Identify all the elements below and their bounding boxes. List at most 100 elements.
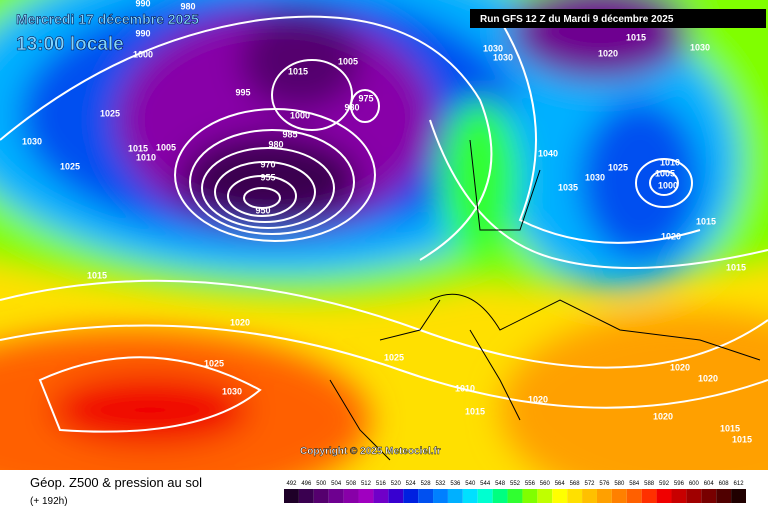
legend-label: 516 [376, 481, 387, 487]
legend-label: 500 [316, 481, 327, 487]
isobar-label: 1010 [455, 383, 475, 393]
isobar-label: 1025 [384, 352, 404, 362]
forecast-time: 13:00 locale [16, 34, 124, 55]
isobar-label: 990 [135, 28, 150, 38]
legend-label: 504 [331, 481, 342, 487]
isobar-label: 985 [282, 129, 297, 139]
isobar-label: 1020 [661, 231, 681, 241]
isobar-label: 1005 [338, 56, 358, 66]
isobar-label: 1035 [558, 182, 578, 192]
isobar-label: 1025 [100, 108, 120, 118]
isobar-label: 1005 [156, 142, 176, 152]
legend-swatch [313, 489, 329, 503]
legend-label: 600 [689, 481, 700, 487]
legend-label: 604 [704, 481, 715, 487]
isobars [0, 15, 768, 433]
legend-label: 540 [465, 481, 476, 487]
coastline [329, 139, 761, 461]
legend-swatch [582, 489, 597, 503]
legend-label: 508 [346, 481, 357, 487]
legend-label: 512 [361, 481, 372, 487]
legend-swatch [433, 489, 448, 503]
isobar-label: 1015 [87, 270, 107, 280]
legend-label: 532 [435, 481, 446, 487]
isobar-label: 1030 [585, 172, 605, 182]
isobar-label: 1025 [60, 161, 80, 171]
isobar-label: 1015 [726, 262, 746, 272]
isobar-label: 975 [358, 93, 373, 103]
legend-label: 528 [421, 481, 432, 487]
isobar-label: 1020 [230, 317, 250, 327]
legend-swatch [731, 489, 746, 503]
isobar-label: 1000 [133, 49, 153, 59]
legend-swatch [403, 489, 419, 503]
legend-swatch [537, 489, 553, 503]
legend-label: 572 [585, 481, 596, 487]
legend-label: 564 [555, 481, 566, 487]
isobar-label: 1000 [658, 180, 678, 190]
legend-label: 520 [391, 481, 402, 487]
legend-swatch [373, 489, 389, 503]
legend-label: 552 [510, 481, 521, 487]
legend-label: 588 [644, 481, 655, 487]
isobar-label: 1030 [493, 52, 513, 62]
legend-label: 536 [450, 481, 461, 487]
isobar-label: 1015 [128, 143, 148, 153]
isobar-label: 1020 [653, 411, 673, 421]
isobar-label: 1020 [698, 373, 718, 383]
legend-swatch [418, 489, 434, 503]
legend-swatch [328, 489, 344, 503]
legend-swatch [567, 489, 583, 503]
legend-label: 544 [480, 481, 491, 487]
isobar-label: 1030 [22, 136, 42, 146]
legend-swatch [492, 489, 508, 503]
legend-swatch [641, 489, 657, 503]
legend: 492 496 500 504 508 512 516 520 524 528 532 536 540 5… [284, 481, 746, 503]
isobar-label: 1010 [660, 157, 680, 167]
isobar-label: 980 [180, 1, 195, 11]
legend-swatch [656, 489, 672, 503]
footer-title: Géop. Z500 & pression au sol [30, 475, 202, 490]
isobar-label: 1020 [670, 362, 690, 372]
isobar-label: 1030 [483, 43, 503, 53]
isobar-label: 1000 [290, 110, 310, 120]
isobar-label: 1025 [608, 162, 628, 172]
isobar-label: 1005 [655, 168, 675, 178]
legend-label: 556 [525, 481, 536, 487]
legend-label: 584 [629, 481, 640, 487]
run-box [470, 9, 766, 28]
isobar-label: 1025 [204, 358, 224, 368]
isobar-label: 1015 [696, 216, 716, 226]
legend-swatch [284, 489, 299, 503]
isobar-label: 995 [235, 87, 250, 97]
legend-label: 548 [495, 481, 506, 487]
legend-swatch [611, 489, 627, 503]
legend-swatch [596, 489, 612, 503]
legend-swatch [522, 489, 538, 503]
legend-swatch [358, 489, 374, 503]
isobar-label: 950 [255, 205, 270, 215]
legend-swatch [686, 489, 702, 503]
legend-label: 568 [570, 481, 581, 487]
isobar-label: 1015 [732, 434, 752, 444]
isobar-label: 1040 [538, 148, 558, 158]
footer-lead: (+ 192h) [30, 496, 68, 507]
legend-label: 496 [301, 481, 312, 487]
legend-swatch [701, 489, 717, 503]
isobar-label: 1015 [288, 66, 308, 76]
legend-swatch [388, 489, 404, 503]
legend-label: 596 [674, 481, 685, 487]
legend-label: 576 [599, 481, 610, 487]
legend-label: 612 [734, 481, 745, 487]
run-info: Run GFS 12 Z du Mardi 9 décembre 2025 [480, 14, 674, 25]
isobar-label: 1010 [136, 152, 156, 162]
legend-swatch [343, 489, 359, 503]
isobar-label: 1030 [222, 386, 242, 396]
isobar-labels: 990 9809901000101510059959759801000985980… [22, 0, 752, 444]
legend-label: 560 [540, 481, 551, 487]
isobar-label: 990 [135, 0, 150, 8]
isobar-label: 980 [344, 102, 359, 112]
isobar-label: 955 [260, 172, 275, 182]
